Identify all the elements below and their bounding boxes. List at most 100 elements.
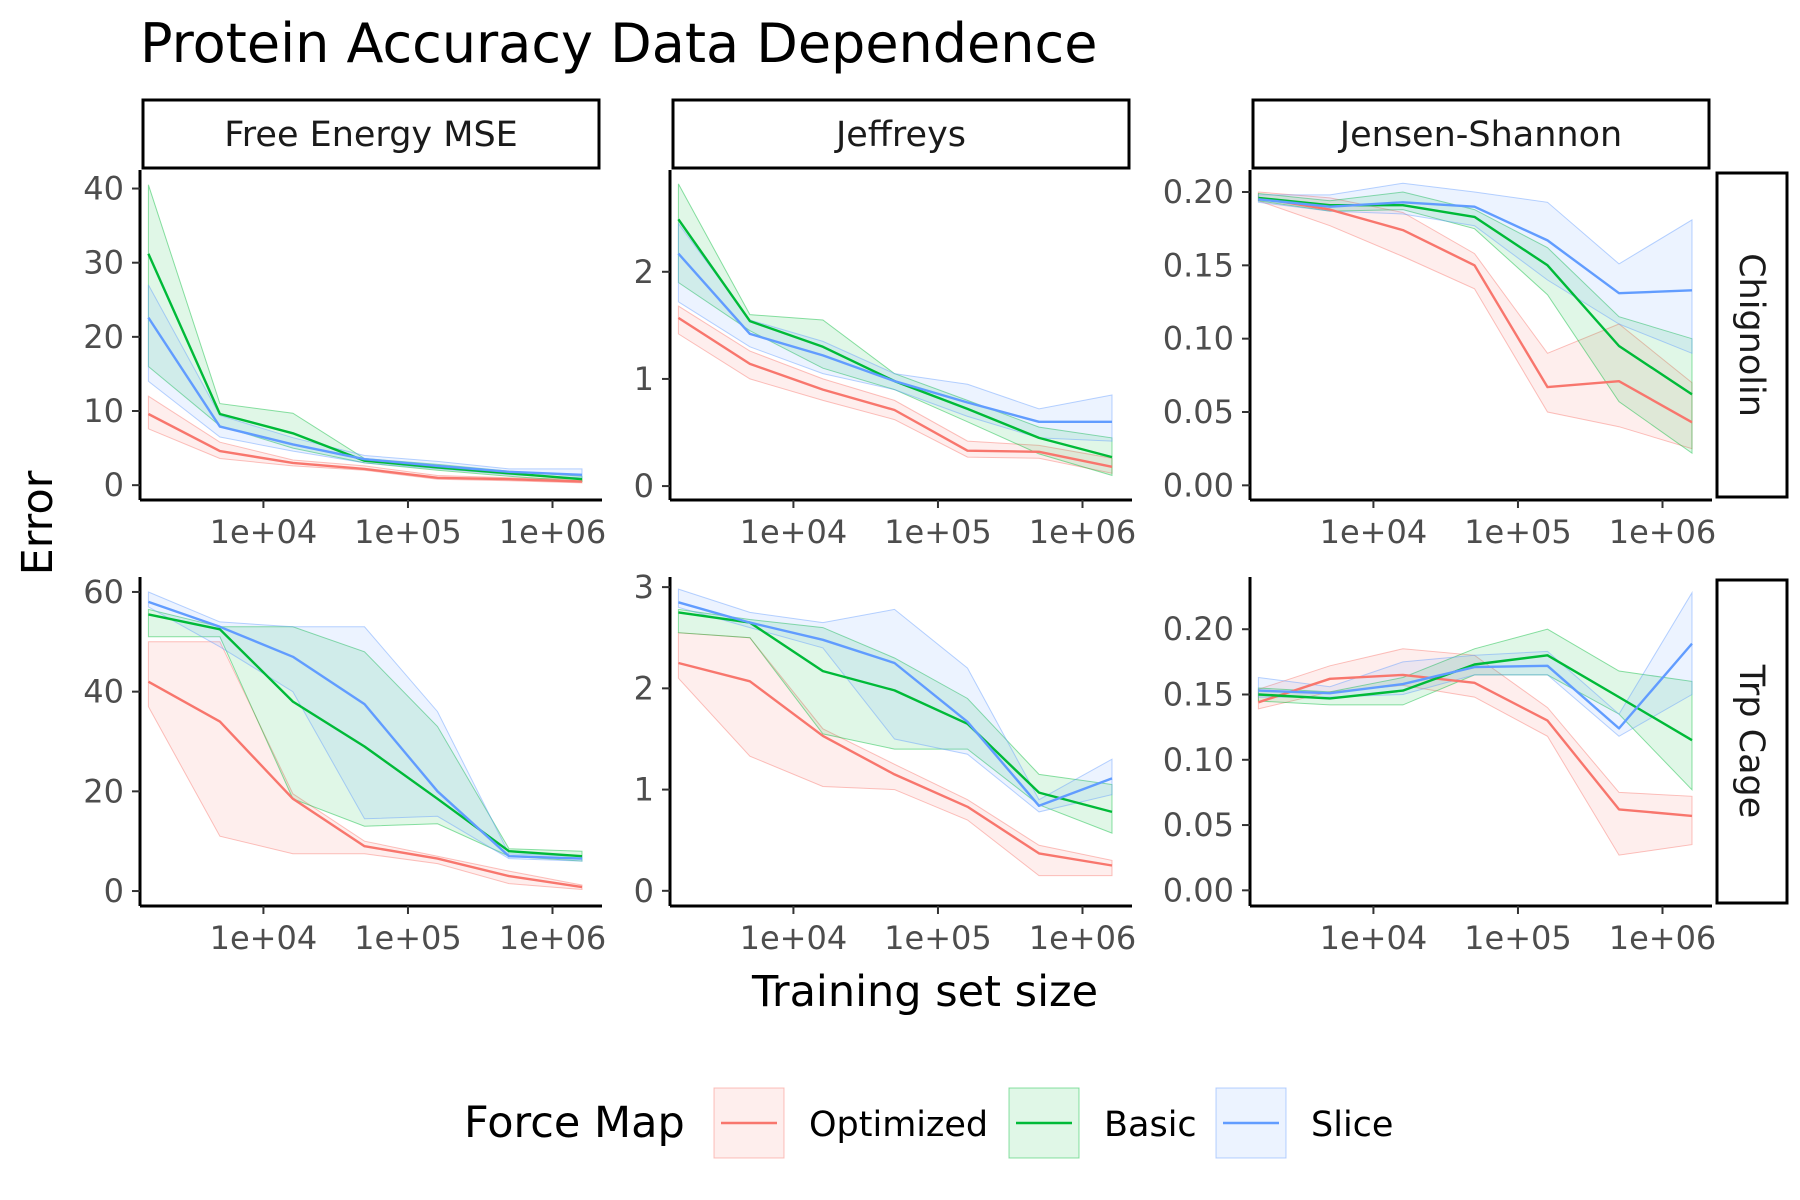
y-tick-label: 0.20 <box>1163 173 1234 211</box>
legend-label: Slice <box>1311 1105 1393 1145</box>
series-line-optimized-chignolin-jensen-shannon <box>1258 196 1693 424</box>
series-line-basic-chignolin-jensen-shannon <box>1258 196 1693 396</box>
y-tick-label: 30 <box>83 244 124 282</box>
legend-entry-optimized: Optimized <box>713 1087 988 1159</box>
ribbon-optimized-trp-cage-jeffreys <box>677 632 1113 877</box>
legend: Force Map Optimized Basic Slice <box>464 1087 1393 1159</box>
y-tick-label: 0 <box>104 872 124 910</box>
x-tick-label: 1e+05 <box>1464 513 1572 551</box>
x-tick-label: 1e+05 <box>354 513 462 551</box>
x-tick-label: 1e+04 <box>210 513 318 551</box>
y-tick-label: 10 <box>83 392 124 430</box>
legend-label: Optimized <box>809 1105 988 1145</box>
x-tick-label: 1e+06 <box>499 513 607 551</box>
y-tick-label: 0.15 <box>1163 676 1234 714</box>
legend-entry-basic: Basic <box>1008 1087 1197 1159</box>
y-tick-label: 0.05 <box>1163 393 1234 431</box>
strip-box <box>1715 171 1789 499</box>
panel-chignolin-jeffreys: 1e+04 1e+05 1e+06 0 1 2 <box>634 170 1136 551</box>
facet-strip-trp-cage: Trp Cage <box>1715 578 1789 905</box>
ribbon-basic-trp-cage-jeffreys <box>677 608 1113 834</box>
x-tick-label: 1e+06 <box>1029 919 1137 957</box>
y-tick-label: 0 <box>634 467 654 505</box>
panel-chignolin-jensen-shannon: 1e+04 1e+05 1e+06 0.00 0.05 0.10 0.15 0.20 <box>1163 170 1717 551</box>
y-tick-label: 60 <box>83 573 124 611</box>
chart-title: Protein Accuracy Data Dependence <box>140 12 1097 75</box>
series-line-slice-trp-cage-jeffreys <box>678 601 1113 807</box>
x-tick-label: 1e+04 <box>740 513 848 551</box>
panel-chignolin-free-energy-mse: 1e+04 1e+05 1e+06 0 10 20 30 40 <box>83 170 606 551</box>
x-axis-title: Training set size <box>751 967 1098 1017</box>
x-tick-label: 1e+05 <box>884 513 992 551</box>
series-line-optimized-trp-cage-jensen-shannon <box>1258 673 1693 818</box>
ribbon-optimized-chignolin-free-energy-mse <box>147 395 583 484</box>
strip-box <box>671 98 1131 170</box>
y-tick-label: 40 <box>83 673 124 711</box>
x-tick-label: 1e+05 <box>354 919 462 957</box>
y-tick-label: 0.10 <box>1163 320 1234 358</box>
facet-strip-free-energy-mse: Free Energy MSE <box>141 98 601 170</box>
x-tick-label: 1e+04 <box>1320 919 1428 957</box>
panel-trp-cage-jensen-shannon: 1e+04 1e+05 1e+06 0.00 0.05 0.10 0.15 0.20 <box>1163 577 1717 957</box>
facet-column-label: Jeffreys <box>834 115 966 155</box>
series-line-optimized-chignolin-jeffreys <box>677 316 1113 468</box>
ribbon-slice-trp-cage-free-energy-mse <box>147 591 583 862</box>
ribbon-slice-trp-cage-jeffreys <box>677 588 1113 813</box>
x-tick-label: 1e+04 <box>210 919 318 957</box>
y-tick-label: 40 <box>83 170 124 208</box>
facet-column-label: Jensen-Shannon <box>1338 115 1622 155</box>
facet-row-label: Chignolin <box>1731 253 1771 417</box>
ribbon-basic-chignolin-jensen-shannon <box>1257 191 1693 455</box>
facet-column-label: Free Energy MSE <box>224 115 518 155</box>
ribbon-optimized-trp-cage-free-energy-mse <box>147 641 583 891</box>
facet-strip-jensen-shannon: Jensen-Shannon <box>1251 98 1711 170</box>
y-tick-label: 3 <box>634 568 654 606</box>
x-tick-label: 1e+04 <box>1320 513 1428 551</box>
panel-trp-cage-jeffreys: 1e+04 1e+05 1e+06 0 1 2 3 <box>634 568 1137 957</box>
y-tick-label: 20 <box>83 772 124 810</box>
x-tick-label: 1e+06 <box>1609 919 1717 957</box>
strip-box <box>141 98 601 170</box>
legend-title: Force Map <box>464 1098 685 1148</box>
legend-label: Basic <box>1104 1105 1197 1145</box>
y-tick-label: 2 <box>634 669 654 707</box>
ribbon-basic-trp-cage-jensen-shannon <box>1257 628 1693 792</box>
strip-box <box>1715 578 1789 905</box>
y-axis-title: Error <box>13 470 63 575</box>
series-line-slice-chignolin-jensen-shannon <box>1258 198 1693 295</box>
ribbon-slice-chignolin-jeffreys <box>677 222 1113 442</box>
x-tick-label: 1e+04 <box>740 919 848 957</box>
y-tick-label: 0.15 <box>1163 246 1234 284</box>
x-tick-label: 1e+05 <box>884 919 992 957</box>
series-line-basic-trp-cage-jensen-shannon <box>1258 654 1693 742</box>
ribbon-basic-trp-cage-free-energy-mse <box>147 608 583 862</box>
y-tick-label: 0.05 <box>1163 806 1234 844</box>
series-line-basic-trp-cage-free-energy-mse <box>148 613 583 858</box>
ribbon-basic-chignolin-free-energy-mse <box>147 184 583 483</box>
series-line-optimized-trp-cage-free-energy-mse <box>147 680 583 889</box>
ribbon-optimized-chignolin-jeffreys <box>677 305 1113 474</box>
y-tick-label: 2 <box>634 253 654 291</box>
x-tick-label: 1e+06 <box>1609 513 1717 551</box>
series-line-slice-trp-cage-jensen-shannon <box>1258 642 1693 730</box>
series-line-basic-chignolin-free-energy-mse <box>147 253 583 481</box>
y-tick-label: 0.00 <box>1163 871 1234 909</box>
y-tick-label: 1 <box>634 360 654 398</box>
y-tick-label: 0 <box>104 466 124 504</box>
y-tick-label: 20 <box>83 318 124 356</box>
series-line-slice-chignolin-free-energy-mse <box>147 316 583 476</box>
x-tick-label: 1e+06 <box>499 919 607 957</box>
legend-entry-slice: Slice <box>1215 1087 1393 1159</box>
facet-strip-jeffreys: Jeffreys <box>671 98 1131 170</box>
x-tick-label: 1e+05 <box>1464 919 1572 957</box>
y-tick-label: 0 <box>634 872 654 910</box>
strips-layer: Free Energy MSE Jeffreys Jensen-Shannon Chi… <box>141 98 1789 905</box>
facet-strip-chignolin: Chignolin <box>1715 171 1789 499</box>
series-line-slice-chignolin-jeffreys <box>677 252 1112 423</box>
panel-trp-cage-free-energy-mse: 1e+04 1e+05 1e+06 0 20 40 60 <box>83 573 606 957</box>
series-line-optimized-chignolin-free-energy-mse <box>147 412 583 483</box>
facet-row-label: Trp Cage <box>1731 664 1771 819</box>
y-tick-label: 1 <box>634 771 654 809</box>
